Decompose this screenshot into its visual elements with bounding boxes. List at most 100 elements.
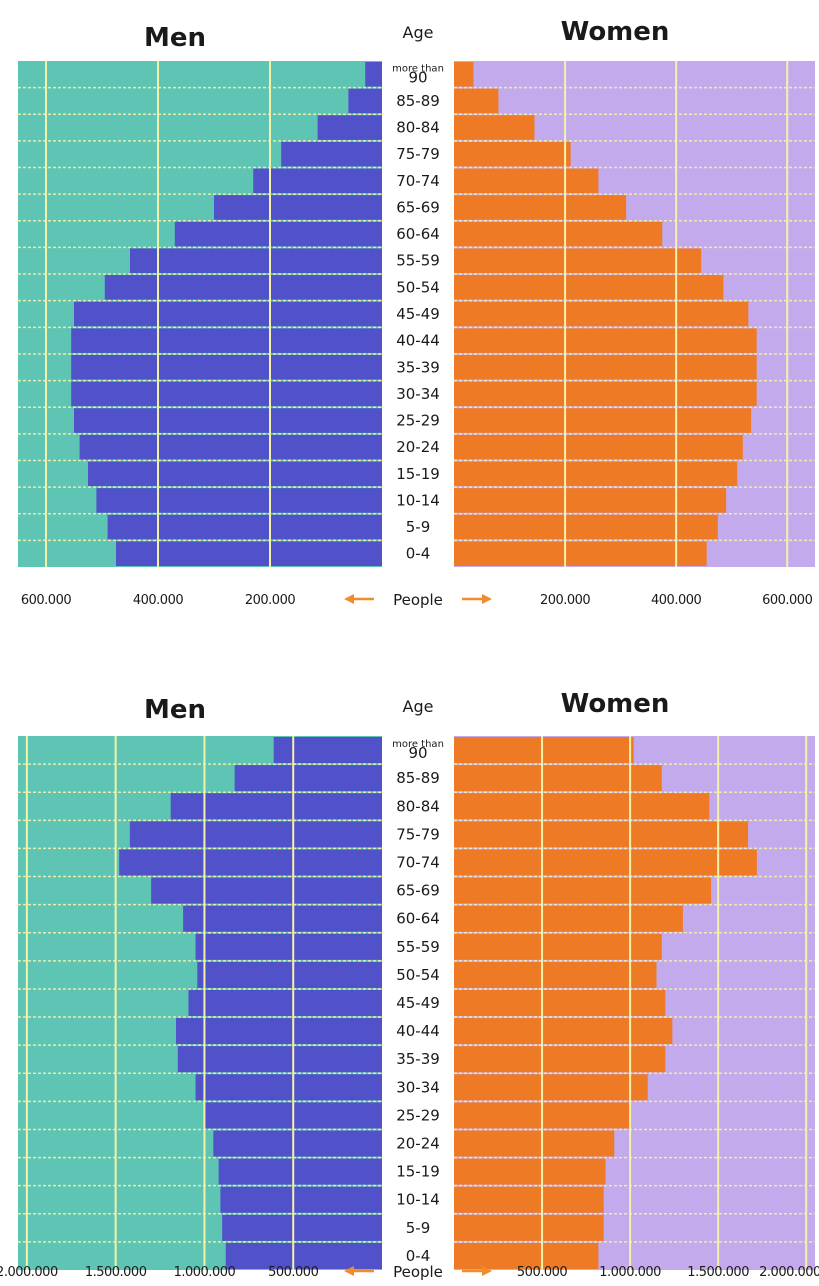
age-label: 25-29 [396,1106,440,1124]
men-bar [174,221,382,247]
men-title: Men [144,23,206,53]
men-bar [281,141,382,167]
age-label: 0-4 [406,1247,431,1265]
women-bar [454,301,749,327]
men-bar [176,1018,382,1045]
women-tick-label: 400.000 [651,593,701,608]
age-label: 60-64 [396,225,440,243]
women-bar [454,488,727,513]
men-tick-label: 1.000.000 [174,1265,236,1280]
women-bar [454,461,738,487]
women-tick-label: 1.000.000 [599,1265,661,1280]
age-label: 0-4 [406,545,431,563]
women-bar [454,1046,666,1073]
men-bar [213,1130,382,1157]
women-bar [454,989,666,1017]
pyramid-chart-bottom: Men Women Age 0-4 5-9 10-14 15-19 20-24 25-29 30-… [0,640,819,1286]
age-label: 60-64 [396,910,440,928]
women-bar [454,1186,604,1213]
women-bar [454,821,749,848]
women-tick-label: 1.500.000 [687,1265,749,1280]
men-bar [195,933,382,960]
men-tick-label: 600.000 [21,593,71,608]
pyramid-chart-top: Men Women Age 0-4 5-9 10-14 15-19 20-24 25-29 30-… [0,0,819,640]
women-bar [454,1158,606,1185]
age-label: 10-14 [396,1191,440,1209]
men-tick-label: 200.000 [245,593,295,608]
men-bar [214,195,382,220]
women-bar [454,1214,604,1241]
men-bar [222,1214,382,1241]
women-bar [454,541,707,566]
age-label: 50-54 [396,966,440,984]
left-arrow-head [344,594,354,604]
men-bar [188,989,382,1017]
women-bar [454,168,599,194]
age-label: 65-69 [396,882,440,900]
women-bar [454,793,710,820]
men-bar [74,408,382,433]
people-axis-label: People [393,591,443,609]
men-bar [317,115,382,140]
age-label: 55-59 [396,938,440,956]
age-label: 15-19 [396,1163,440,1181]
women-bar [454,195,627,220]
age-label: 20-24 [396,1135,440,1153]
women-bar [454,849,757,876]
men-bar [197,961,382,988]
age-label: 85-89 [396,769,440,787]
age-label: 80-84 [396,119,440,137]
men-bar [71,354,382,380]
men-bar [218,1158,382,1185]
left-arrow-head [344,1266,354,1276]
women-bar [454,248,702,274]
men-tick-label: 2.000.000 [0,1265,58,1280]
men-bar [348,88,382,114]
women-tick-label: 2.000.000 [759,1265,819,1280]
age-label: 5-9 [406,518,431,536]
women-tick-label: 600.000 [762,593,812,608]
men-bar [116,541,382,566]
women-bar [454,1018,673,1045]
women-bar [454,434,743,460]
women-bar [454,514,718,540]
women-title: Women [561,689,670,719]
women-bar [454,1074,648,1101]
age-label: 55-59 [396,252,440,270]
men-bar [96,488,383,513]
men-bar [129,821,382,848]
men-bar [151,877,382,904]
women-bar [454,765,662,792]
right-arrow-head [482,1266,492,1276]
men-bar [79,434,382,460]
age-label: 45-49 [396,305,440,323]
women-bar [454,381,757,407]
age-label: 15-19 [396,465,440,483]
age-label: 70-74 [396,853,440,871]
age-label: 75-79 [396,145,440,163]
men-bar [253,168,382,194]
men-bar [220,1186,382,1213]
men-bar [195,1074,382,1101]
men-bar [273,737,382,764]
pyramid-svg-top: Men Women Age 0-4 5-9 10-14 15-19 20-24 25-29 30-… [18,17,815,609]
people-axis-label: People [393,1263,443,1281]
women-bar [454,328,757,353]
women-bar [454,141,571,167]
age-header: Age [403,23,434,42]
age-label: more than90 [392,739,444,762]
age-label: 75-79 [396,825,440,843]
age-label: 20-24 [396,438,440,456]
age-label: 25-29 [396,412,440,430]
age-label: 10-14 [396,491,440,509]
age-label: 30-34 [396,385,440,403]
age-label: 45-49 [396,994,440,1012]
age-label: 50-54 [396,278,440,296]
men-bar [130,248,382,274]
men-tick-label: 400.000 [133,593,183,608]
women-bar [454,933,662,960]
men-bar [119,849,383,876]
women-tick-label: 500.000 [517,1265,567,1280]
age-label: 40-44 [396,332,440,350]
women-bar [454,905,683,932]
